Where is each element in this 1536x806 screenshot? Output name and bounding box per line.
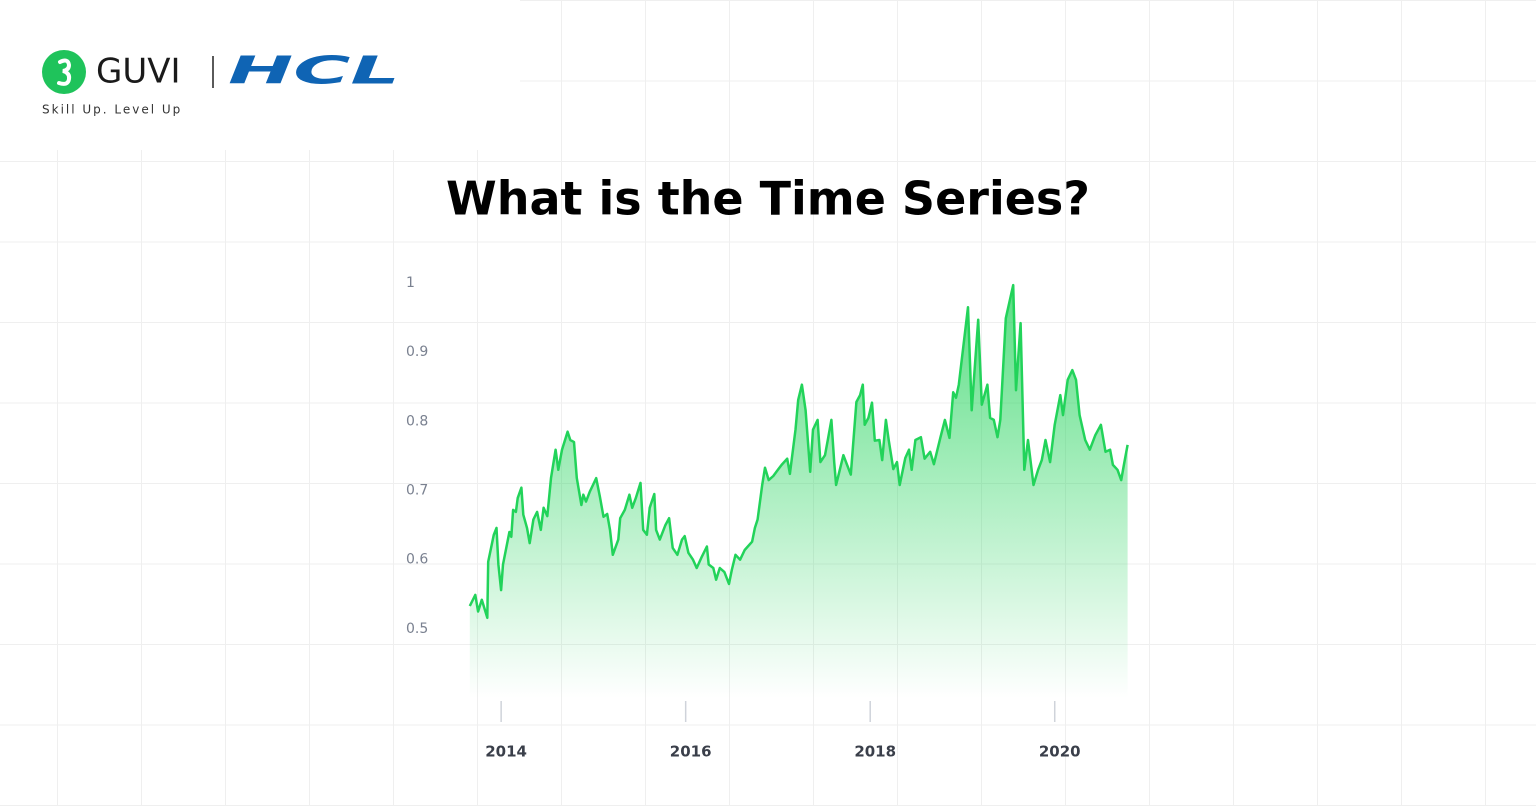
x-tick-label: 2016 (670, 743, 712, 761)
series-line (468, 283, 1129, 620)
y-tick-label: 1 (406, 275, 415, 291)
y-tick-label: 0.8 (406, 413, 428, 429)
logo: GUVI HCL Skill Up. Level Up (42, 49, 400, 117)
y-tick-label: 0.7 (406, 483, 428, 499)
x-tick-label: 2018 (854, 743, 896, 761)
logo-backdrop (0, 0, 520, 150)
logo-guvi: GUVI (96, 52, 181, 92)
x-tick-label: 2014 (485, 743, 527, 761)
y-tick-label: 0.6 (406, 552, 428, 568)
x-tick-label: 2020 (1039, 743, 1081, 761)
logo-glyph (57, 58, 72, 86)
logo-hcl: HCL (228, 49, 400, 93)
logo-tagline: Skill Up. Level Up (42, 103, 182, 117)
y-tick-label: 0.9 (406, 344, 428, 360)
chart-title: What is the Time Series? (446, 172, 1090, 226)
y-tick-label: 0.5 (406, 621, 428, 637)
area-fill (469, 285, 1128, 698)
